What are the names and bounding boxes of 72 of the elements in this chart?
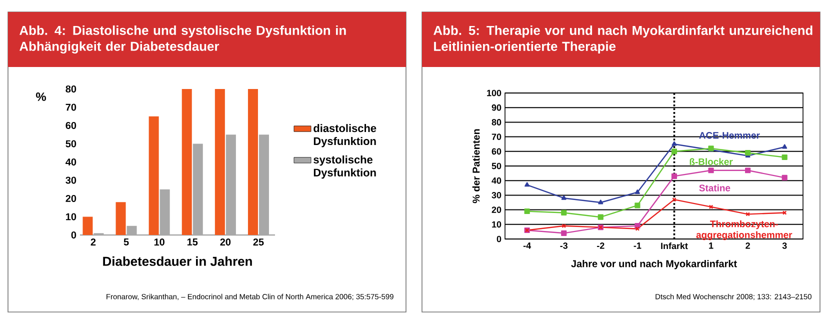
y-tick-label: 70 xyxy=(492,134,502,140)
y-tick-label: 80 xyxy=(492,119,502,126)
y-tick-label: 80 xyxy=(66,85,76,93)
bar xyxy=(214,89,225,235)
bar xyxy=(248,89,258,235)
point xyxy=(561,230,567,236)
point xyxy=(672,197,676,202)
y-tick-label: 60 xyxy=(66,122,76,130)
x-tick-label: 25 xyxy=(253,238,264,246)
bar xyxy=(182,89,192,235)
y-tick-label: 40 xyxy=(66,158,76,166)
point xyxy=(598,200,604,204)
y-tick-label: 20 xyxy=(66,194,76,202)
legend-label: diastolische Dysfunktion xyxy=(314,124,376,148)
y-tick-label: 60 xyxy=(492,148,502,155)
x-tick-label: 15 xyxy=(187,238,198,246)
x-tick-label: 3 xyxy=(782,242,787,249)
bar xyxy=(148,116,159,235)
x-tick-label: -4 xyxy=(523,242,532,249)
chart-title: Abb. 4: Diastolische und systolische Dysfunktion in Abhängigkeit der Diabetesdauer xyxy=(20,25,346,54)
point xyxy=(708,168,714,174)
point xyxy=(745,168,751,174)
point xyxy=(745,150,751,156)
point xyxy=(598,214,604,220)
chart-title: Abb. 5: Therapie vor und nach Myokardinfarkt unzureichend Leitlinien-orientierte Therapie xyxy=(434,25,812,54)
y-tick-label: 90 xyxy=(492,104,502,111)
point xyxy=(671,148,678,154)
point xyxy=(524,208,530,214)
bar xyxy=(116,202,126,235)
x-tick-label: -2 xyxy=(597,242,604,249)
y-tick-label: 0 xyxy=(496,236,502,242)
y-tick-label: 50 xyxy=(492,162,502,170)
x-tick-label: 5 xyxy=(124,238,129,246)
x-tick-label: 10 xyxy=(154,238,164,246)
x-tick-label: 2 xyxy=(90,238,96,246)
point xyxy=(562,224,566,228)
y-tick-label: 50 xyxy=(66,140,76,148)
x-tick-label: Infarkt xyxy=(661,242,688,250)
y-axis-title: % der Patienten xyxy=(472,129,480,204)
point xyxy=(634,189,640,194)
x-tick-label: 20 xyxy=(220,238,231,246)
y-tick-label: 70 xyxy=(66,104,76,111)
point xyxy=(561,210,567,216)
x-tick-label: -1 xyxy=(634,242,642,249)
bar xyxy=(82,216,93,235)
y-tick-label: 100 xyxy=(487,90,502,96)
y-tick-label: 20 xyxy=(492,206,502,213)
y-tick-label: 30 xyxy=(492,192,502,198)
y-tick-label: 30 xyxy=(66,176,76,184)
legend-label: systolische Dysfunktion xyxy=(314,155,376,179)
x-tick-label: 1 xyxy=(709,242,714,249)
series-label: Statine xyxy=(699,184,730,192)
y-axis-title: % xyxy=(36,92,46,101)
point xyxy=(671,173,678,180)
x-axis-title: Jahre vor und nach Myokardinfarkt xyxy=(571,260,737,270)
x-tick-label: 2 xyxy=(746,242,750,249)
point xyxy=(561,195,566,200)
y-tick-label: 40 xyxy=(492,177,502,184)
y-tick-label: 10 xyxy=(492,221,502,228)
point xyxy=(782,144,788,149)
y-tick-label: 0 xyxy=(71,231,76,239)
x-axis-title: Diabetesdauer in Jahren xyxy=(103,256,252,266)
point xyxy=(708,204,714,210)
point xyxy=(524,182,530,187)
point xyxy=(782,154,788,160)
x-tick-label: -3 xyxy=(560,242,568,249)
point xyxy=(634,202,640,208)
series-label: ß-Blocker xyxy=(690,158,733,166)
point xyxy=(635,226,640,231)
y-tick-label: 10 xyxy=(66,213,76,220)
point xyxy=(782,174,788,180)
point xyxy=(672,141,677,146)
